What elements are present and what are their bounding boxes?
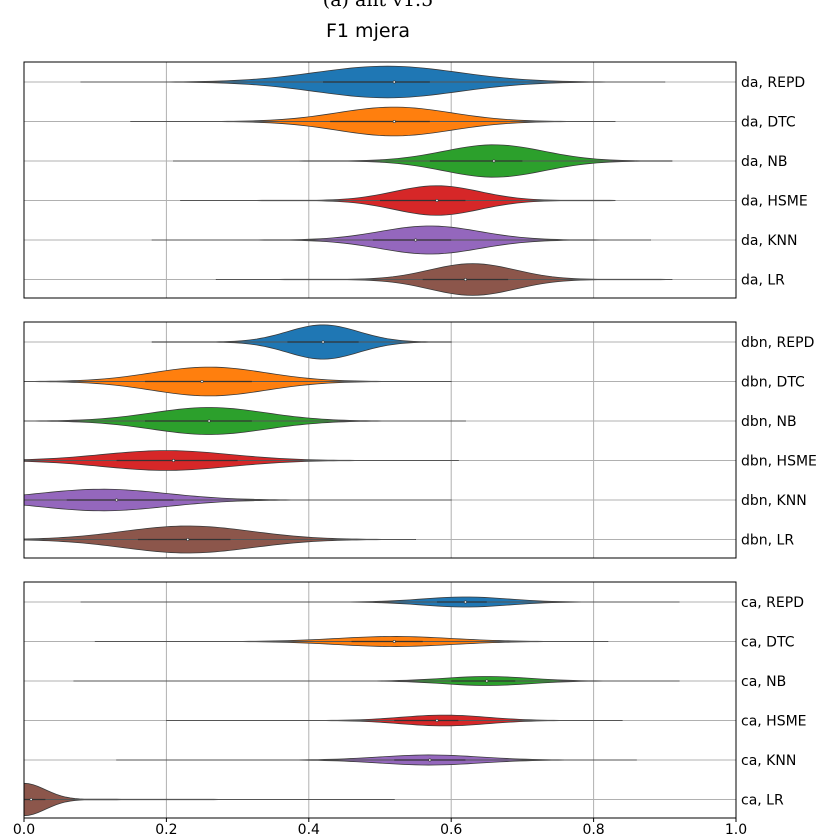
x-tick-label: 0.2 bbox=[155, 822, 177, 835]
median-point bbox=[428, 758, 432, 762]
category-label: da, HSME bbox=[741, 194, 808, 210]
category-label: ca, HSME bbox=[741, 714, 807, 730]
category-label: dbn, KNN bbox=[741, 493, 807, 509]
median-point bbox=[172, 458, 176, 462]
panel-ca: ca, REPD ca, DTC ca, NB ca, HSME ca, KNN ca, … bbox=[23, 581, 807, 819]
median-point bbox=[463, 277, 467, 281]
category-label: da, KNN bbox=[741, 233, 798, 249]
median-point bbox=[463, 600, 467, 604]
median-point bbox=[207, 419, 211, 423]
category-label: da, REPD bbox=[741, 75, 805, 91]
median-point bbox=[414, 238, 418, 242]
category-label: da, NB bbox=[741, 154, 787, 170]
median-point bbox=[392, 639, 396, 643]
category-label: dbn, REPD bbox=[741, 335, 814, 351]
x-axis: 0.0 0.2 0.4 0.6 0.8 1.0 bbox=[13, 818, 747, 835]
top-title-cut: (a) ant v1.5 bbox=[323, 0, 433, 11]
category-label: ca, NB bbox=[741, 674, 786, 690]
category-label: da, DTC bbox=[741, 115, 796, 131]
panel-frame bbox=[23, 321, 737, 559]
median-point bbox=[485, 679, 489, 683]
median-point bbox=[392, 120, 396, 124]
median-point bbox=[392, 80, 396, 84]
chart-title: F1 mjera bbox=[326, 20, 410, 42]
x-tick-label: 0.6 bbox=[440, 822, 462, 835]
category-label: dbn, DTC bbox=[741, 375, 805, 391]
x-tick-label: 0.8 bbox=[582, 822, 604, 835]
category-label: da, LR bbox=[741, 273, 785, 289]
panel-frame bbox=[23, 581, 737, 819]
x-tick-label: 0.0 bbox=[13, 822, 35, 835]
median-point bbox=[321, 340, 325, 344]
median-point bbox=[492, 159, 496, 163]
x-tick-label: 0.4 bbox=[298, 822, 320, 835]
median-point bbox=[29, 797, 33, 801]
panels: da, REPD da, DTC da, NB da, HSME da, KNN da, … bbox=[23, 61, 817, 819]
category-label: ca, DTC bbox=[741, 635, 795, 651]
median-point bbox=[200, 379, 204, 383]
panel-frame bbox=[23, 61, 737, 299]
median-point bbox=[435, 199, 439, 203]
category-label: ca, KNN bbox=[741, 753, 796, 769]
panel-dbn: dbn, REPD dbn, DTC dbn, NB dbn, HSME dbn, KN… bbox=[23, 321, 817, 559]
category-label: ca, LR bbox=[741, 793, 784, 809]
category-label: dbn, NB bbox=[741, 414, 797, 430]
panel-da: da, REPD da, DTC da, NB da, HSME da, KNN da, … bbox=[23, 61, 808, 299]
median-point bbox=[186, 537, 190, 541]
median-point bbox=[115, 498, 119, 502]
x-tick-label: 1.0 bbox=[725, 822, 747, 835]
category-label: dbn, HSME bbox=[741, 454, 817, 470]
category-label: ca, REPD bbox=[741, 595, 804, 611]
category-label: dbn, LR bbox=[741, 533, 794, 549]
median-point bbox=[435, 718, 439, 722]
